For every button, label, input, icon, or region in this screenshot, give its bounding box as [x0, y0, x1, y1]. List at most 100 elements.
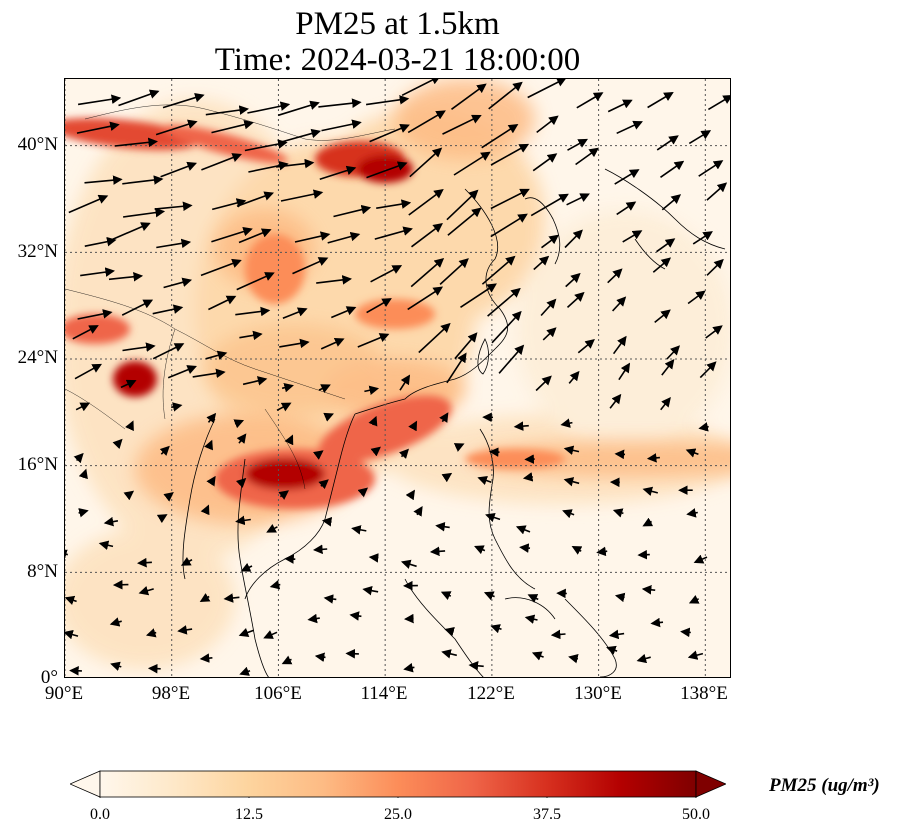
wind-arrow: [550, 629, 566, 640]
wind-arrow: [410, 257, 445, 288]
wind-arrow: [642, 486, 659, 496]
wind-arrow: [527, 594, 539, 603]
wind-arrow: [441, 649, 457, 659]
wind-arrow: [652, 257, 672, 273]
wind-arrow: [616, 120, 643, 135]
wind-vectors: [65, 79, 730, 676]
wind-arrow: [562, 509, 575, 519]
wind-arrow: [376, 199, 412, 209]
lon-tick-label: 130°E: [574, 683, 622, 704]
wind-arrow: [698, 160, 724, 177]
wind-arrow: [362, 585, 379, 596]
wind-arrow: [568, 370, 580, 384]
wind-arrow: [244, 139, 288, 152]
wind-arrow: [120, 379, 137, 389]
wind-arrow: [125, 420, 134, 432]
colorbar-gradient: [99, 770, 697, 798]
wind-arrow: [688, 594, 700, 604]
wind-arrow: [661, 194, 682, 211]
wind-arrow: [642, 517, 654, 527]
wind-arrow: [313, 450, 324, 460]
wind-arrow: [487, 287, 521, 317]
wind-arrow: [563, 477, 580, 487]
wind-arrow: [321, 119, 362, 132]
wind-arrow: [614, 449, 626, 460]
wind-arrow: [313, 544, 328, 555]
wind-arrow: [439, 412, 449, 423]
wind-arrow: [650, 617, 664, 628]
wind-arrow: [204, 439, 213, 451]
wind-arrow: [429, 546, 446, 557]
colorbar-max-extend: [695, 770, 726, 798]
wind-arrow: [206, 412, 217, 424]
wind-arrow: [236, 272, 275, 291]
wind-arrow: [654, 309, 671, 324]
wind-arrow: [699, 361, 717, 379]
wind-arrow: [177, 625, 193, 635]
lat-tick-label: 40°N: [17, 134, 58, 155]
wind-arrow: [490, 213, 528, 238]
wind-arrow: [609, 393, 622, 409]
wind-arrow: [235, 515, 251, 526]
wind-arrow: [614, 169, 640, 185]
wind-arrow: [535, 375, 552, 392]
wind-arrow: [666, 345, 681, 360]
wind-arrow: [320, 337, 345, 350]
wind-arrow: [98, 540, 114, 550]
wind-arrow: [235, 306, 271, 317]
wind-arrow: [370, 265, 403, 283]
wind-arrow: [239, 666, 251, 676]
colorbar-tick-label: 0.0: [90, 806, 110, 823]
wind-arrow: [114, 137, 158, 148]
wind-arrow: [607, 99, 633, 113]
wind-arrow: [647, 91, 674, 109]
wind-arrow: [660, 397, 671, 411]
wind-arrow: [103, 516, 119, 527]
wind-arrow: [693, 554, 708, 564]
wind-arrow: [280, 189, 324, 202]
wind-arrow: [408, 420, 418, 432]
wind-arrow: [532, 153, 558, 172]
wind-arrow: [77, 309, 113, 320]
wind-arrow: [269, 580, 281, 590]
lat-tick-label: 8°N: [27, 561, 58, 582]
wind-arrow: [159, 445, 170, 456]
wind-arrow: [294, 231, 331, 243]
wind-arrow: [84, 175, 123, 185]
wind-arrow: [536, 115, 559, 134]
wind-arrow: [706, 258, 724, 276]
colorbar-tick-label: 12.5: [235, 806, 263, 823]
wind-arrow: [490, 143, 530, 166]
wind-arrow: [368, 415, 378, 427]
wind-arrow: [530, 193, 569, 217]
wind-arrow: [481, 255, 516, 285]
wind-arrow: [75, 402, 91, 412]
wind-arrow: [407, 286, 444, 311]
wind-arrow: [108, 271, 144, 282]
wind-arrow: [156, 514, 168, 524]
wind-arrow: [78, 468, 88, 480]
wind-arrow: [206, 475, 216, 487]
wind-arrow: [680, 627, 691, 638]
wind-arrow: [687, 650, 704, 660]
wind-arrow: [233, 419, 245, 429]
wind-arrow: [137, 557, 152, 568]
wind-arrow: [612, 508, 624, 518]
wind-arrow: [577, 338, 595, 354]
wind-arrow: [540, 298, 557, 317]
wind-arrow: [641, 585, 656, 595]
wind-arrow: [357, 333, 390, 348]
wind-arrow: [110, 661, 122, 671]
wind-arrow: [318, 384, 331, 393]
wind-arrow: [276, 402, 292, 412]
lon-tick-label: 114°E: [360, 683, 408, 704]
wind-arrow: [330, 306, 357, 319]
wind-arrow: [656, 238, 676, 253]
wind-arrow: [333, 204, 372, 218]
wind-arrow: [498, 344, 525, 374]
wind-arrow: [68, 194, 109, 214]
wind-arrow: [263, 630, 278, 639]
wind-arrow: [687, 290, 706, 305]
wind-arrow: [109, 617, 122, 627]
wind-arrow: [533, 255, 550, 271]
